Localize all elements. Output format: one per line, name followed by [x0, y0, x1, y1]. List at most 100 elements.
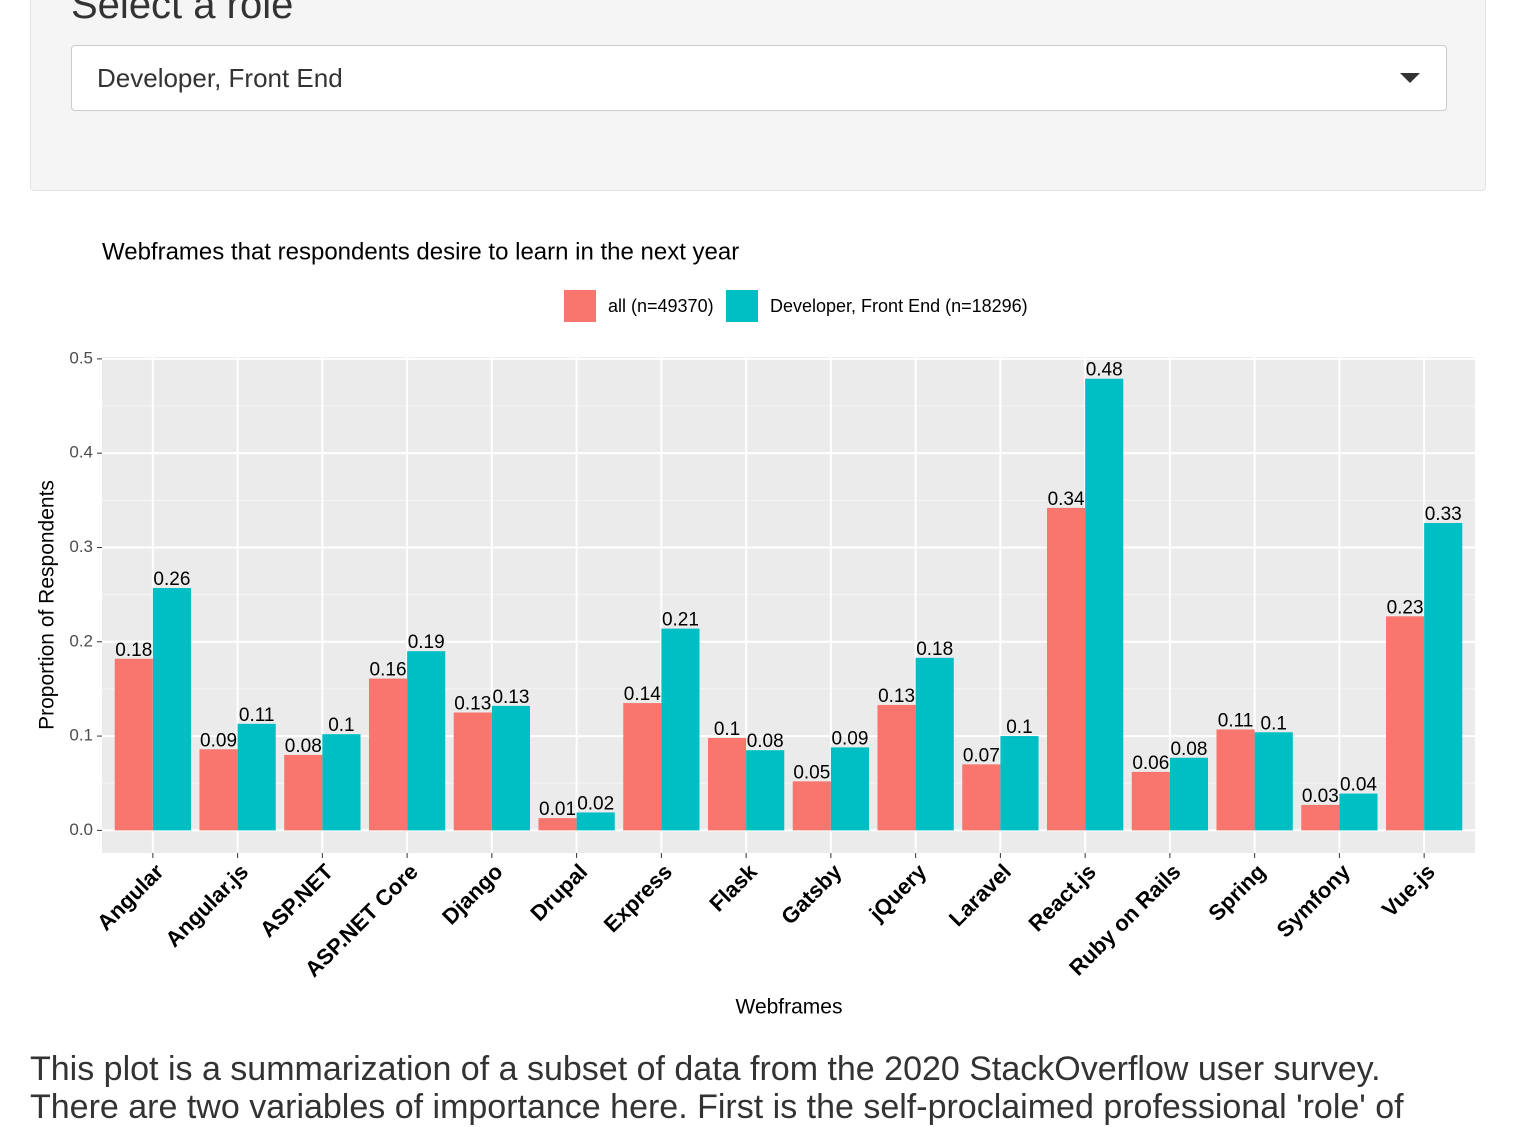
value-label: 0.48: [1086, 360, 1123, 381]
x-tick-label: Gatsby: [776, 858, 847, 929]
value-label: 0.09: [831, 728, 868, 749]
bar: [576, 812, 615, 831]
bar: [1131, 771, 1170, 831]
bar: [877, 704, 916, 831]
bar: [237, 723, 276, 831]
sidebar-panel: Select a role Developer, Front End: [30, 0, 1486, 191]
role-select[interactable]: Developer, Front End: [71, 45, 1447, 111]
bar: [707, 737, 747, 831]
bar: [1301, 804, 1340, 831]
value-label: 0.33: [1425, 504, 1462, 525]
bar: [322, 734, 361, 831]
bar: [152, 588, 191, 831]
x-tick-label: Django: [437, 859, 507, 929]
x-tick-label: Angular: [92, 859, 169, 936]
value-label: 0.08: [1170, 739, 1207, 760]
value-label: 0.18: [916, 639, 953, 660]
value-label: 0.01: [539, 799, 576, 820]
value-label: 0.11: [239, 705, 275, 726]
value-label: 0.06: [1132, 753, 1169, 774]
x-tick-label: jQuery: [864, 858, 932, 926]
bar: [1254, 732, 1293, 831]
bar: [915, 657, 954, 831]
value-label: 0.13: [878, 686, 915, 707]
bar: [368, 678, 408, 831]
x-axis-title: Webframes: [736, 996, 843, 1019]
x-tick-label: React.js: [1023, 859, 1100, 936]
bar: [453, 712, 492, 831]
description: There are two variables of importance he…: [30, 1088, 1404, 1126]
x-tick-label: Vue.js: [1377, 859, 1440, 922]
value-label: 0.18: [115, 640, 152, 661]
value-label: 0.34: [1048, 489, 1085, 510]
bar: [114, 658, 153, 831]
y-tick-label: 0.2: [69, 631, 93, 650]
bar: [830, 747, 870, 831]
bar: [538, 818, 577, 831]
select-value: Developer, Front End: [97, 63, 343, 93]
bar: [1216, 729, 1255, 831]
x-tick-label: Angular.js: [160, 859, 253, 952]
value-label: 0.26: [153, 569, 190, 590]
legend-label: Developer, Front End (n=18296): [770, 296, 1028, 316]
x-tick-label: Laravel: [944, 859, 1016, 931]
value-label: 0.08: [747, 731, 784, 752]
bar: [661, 628, 700, 831]
bar: [1085, 378, 1124, 831]
x-tick-label: Flask: [704, 858, 762, 916]
x-tick-label: Express: [599, 859, 677, 937]
legend-swatch: [564, 290, 596, 322]
value-label: 0.23: [1387, 597, 1424, 618]
bar: [1000, 736, 1039, 831]
x-tick-label: ASP.NET: [255, 859, 338, 942]
legend-swatch: [726, 290, 758, 322]
legend-label: all (n=49370): [608, 296, 714, 316]
y-tick-label: 0.1: [69, 726, 93, 745]
y-tick-label: 0.0: [69, 820, 93, 839]
bar: [199, 749, 238, 831]
bar: [746, 750, 785, 831]
x-tick-label: Symfony: [1272, 858, 1356, 942]
value-label: 0.1: [328, 715, 354, 736]
bar: [623, 703, 662, 831]
bar: [1424, 522, 1463, 831]
bar: [792, 781, 831, 831]
value-label: 0.11: [1218, 710, 1254, 731]
x-tick-label: Spring: [1203, 859, 1270, 926]
value-label: 0.05: [793, 762, 830, 783]
bar: [1046, 507, 1086, 831]
description: This plot is a summarization of a subset…: [30, 1050, 1381, 1088]
value-label: 0.13: [454, 694, 491, 715]
y-axis-title: Proportion of Respondents: [36, 480, 59, 730]
value-label: 0.14: [624, 684, 661, 705]
x-tick-label: Drupal: [525, 859, 592, 926]
bar: [284, 754, 323, 831]
value-label: 0.13: [492, 687, 529, 708]
chart: Webframes that respondents desire to lea…: [36, 238, 1475, 1019]
y-tick-label: 0.3: [69, 537, 93, 556]
value-label: 0.02: [577, 793, 614, 814]
value-label: 0.04: [1340, 775, 1377, 796]
bar: [1169, 757, 1209, 831]
bar: [407, 651, 446, 831]
heading: Select a role: [71, 0, 294, 27]
value-label: 0.1: [1006, 717, 1032, 738]
value-label: 0.19: [408, 632, 445, 653]
value-label: 0.16: [370, 660, 407, 681]
value-label: 0.1: [714, 719, 740, 740]
bar: [962, 764, 1001, 831]
value-label: 0.07: [963, 745, 1000, 766]
page: Select a role Developer, Front End Webfr…: [30, 0, 1486, 1126]
bar: [1386, 616, 1425, 831]
value-label: 0.21: [662, 610, 699, 631]
bar: [491, 705, 531, 831]
chart-title: Webframes that respondents desire to lea…: [102, 238, 739, 265]
y-tick-label: 0.5: [69, 348, 93, 367]
value-label: 0.08: [285, 736, 322, 757]
bar: [1339, 793, 1378, 831]
value-label: 0.03: [1302, 786, 1339, 807]
y-tick-label: 0.4: [69, 443, 93, 462]
value-label: 0.1: [1261, 713, 1287, 734]
value-label: 0.09: [200, 730, 237, 751]
dropdown-caret: [1400, 73, 1420, 83]
